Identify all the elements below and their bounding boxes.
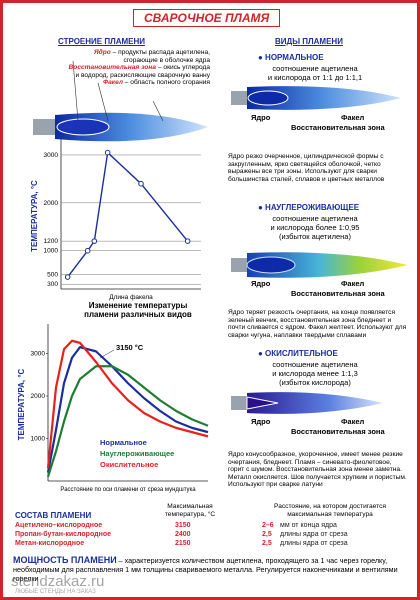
power-note: МОЩНОСТЬ ПЛАМЕНИ – характеризуется колич… <box>13 555 408 584</box>
table-cell: длины ядра от среза <box>280 540 348 547</box>
table-title: СОСТАВ ПЛАМЕНИ <box>15 511 92 520</box>
y-tick-label: 500 <box>47 272 58 279</box>
drawing-layer: 300 500 1000 1200 2000 3000 ТЕМПЕРАТУРА, °С Дли… <box>17 60 408 493</box>
flame-label: Ядро <box>251 417 271 426</box>
type-name: ● НАУГЛЕРОЖИВАЮЩЕЕ <box>258 203 360 212</box>
data-point <box>138 180 144 187</box>
section-heading: ВИДЫ ПЛАМЕНИ <box>275 37 343 46</box>
watermark-slogan: ЛЮБЫЕ СТЕНДЫ НА ЗАКАЗ <box>15 589 96 595</box>
definition: – область полного сгорания <box>122 79 210 87</box>
structure-list: Ядро – продукты распада ацетилена, сгора… <box>65 49 210 87</box>
title: СВАРОЧНОЕ ПЛАМЯ <box>133 9 281 27</box>
flame-label: Факел <box>341 279 365 288</box>
series-line <box>46 365 209 478</box>
data-point <box>184 238 191 244</box>
type-subtitle: соотношение ацетилена <box>272 214 358 223</box>
structure-item: Восстановительная зона – окись углерода … <box>65 64 210 79</box>
flame-core <box>247 90 289 106</box>
type-subtitle: и кислорода более 1:0,95 <box>270 223 360 232</box>
nozzle <box>231 91 247 105</box>
y-tick-label: 1000 <box>44 248 59 255</box>
series-line <box>46 339 209 469</box>
y-axis-label: ТЕМПЕРАТУРА, °С <box>17 368 26 440</box>
structure-item: Ядро – продукты распада ацетилена, сгора… <box>65 49 210 64</box>
term: МОЩНОСТЬ ПЛАМЕНИ <box>13 555 117 565</box>
term: Ядро <box>93 49 111 56</box>
y-tick-label: 2000 <box>31 393 46 400</box>
watermark-site: stendzakaz.ru <box>11 573 105 590</box>
y-tick-label: 3000 <box>31 351 46 358</box>
type-description: Ядро теряет резкость очертания, на конце… <box>228 309 407 339</box>
type-subtitle: соотношение ацетилена <box>272 64 358 73</box>
flame-label: Факел <box>341 417 365 426</box>
nozzle <box>231 258 247 272</box>
flame-label: Восстановительная зона <box>291 289 385 298</box>
y-tick-label: 2000 <box>44 200 59 207</box>
flame-label: Восстановительная зона <box>291 427 385 436</box>
table-cell: 2–6 <box>262 522 274 529</box>
flame-core <box>56 118 110 136</box>
flame-core <box>246 256 296 274</box>
data-point <box>91 238 98 244</box>
type-subtitle: и кислорода менее 1:1,3 <box>272 369 358 378</box>
table-cell: 2,5 <box>262 540 272 547</box>
y-tick-label: 1200 <box>44 238 59 245</box>
flame-label: Восстановительная зона <box>291 123 385 132</box>
flame-core <box>246 396 279 410</box>
section-heading: СТРОЕНИЕ ПЛАМЕНИ <box>58 37 146 46</box>
flame-label: Ядро <box>251 113 271 122</box>
type-subtitle: (избыток ацетилена) <box>279 232 351 241</box>
data-point <box>84 247 91 254</box>
table-cell: длины ядра от среза <box>280 531 348 538</box>
table-cell: Метан-кислородное <box>15 540 85 547</box>
table-cell: 2,5 <box>262 531 272 538</box>
type-subtitle: и кислорода от 1:1 до 1:1,1 <box>267 73 363 82</box>
legend-entry: Окислительное <box>100 460 158 469</box>
table-cell: 3150 <box>175 522 191 529</box>
definition: – характеризуется количеством ацетилена,… <box>13 556 398 583</box>
type-description: Ядро конусообразное, укороченное, имеет … <box>228 451 407 489</box>
annotation: 3150 °С <box>116 343 144 352</box>
flame-label: Факел <box>341 113 365 122</box>
data-point <box>104 149 111 156</box>
y-tick-label: 3000 <box>44 152 59 159</box>
table-cell: 2150 <box>175 540 191 547</box>
legend-entry: Нормальное <box>100 438 147 447</box>
type-name: ● НОРМАЛЬНОЕ <box>258 53 324 62</box>
definition: – окись углерода и водород, раскисляющие… <box>75 64 210 79</box>
series-line <box>67 151 189 278</box>
y-axis-label: ТЕМПЕРАТУРА, °С <box>30 180 39 252</box>
x-axis-label: Длина факела <box>109 294 153 301</box>
column-header: Расстояние, на котором достигается макси… <box>274 503 386 518</box>
type-description: Ядро резко очерченное, цилиндрической фо… <box>228 153 385 183</box>
table-cell: мм от конца ядра <box>280 522 337 529</box>
table-cell: Ацетилено–кислородное <box>15 522 103 529</box>
column-header: Максимальная температура, °С <box>164 503 216 518</box>
term: Факел <box>102 79 123 87</box>
nozzle <box>231 396 247 410</box>
flame-label: Ядро <box>251 279 271 288</box>
type-subtitle: (избыток кислорода) <box>279 378 351 387</box>
structure-item: Факел – область полного сгорания <box>65 79 210 87</box>
chart-title: Изменение температуры пламени различных … <box>84 301 192 319</box>
data-point <box>64 274 71 280</box>
pointer <box>97 82 109 122</box>
table-cell: 2400 <box>175 531 191 538</box>
nozzle <box>33 119 55 135</box>
flame <box>247 86 401 110</box>
type-subtitle: соотношение ацетилена <box>272 360 358 369</box>
y-tick-label: 300 <box>47 281 58 288</box>
legend-entry: Науглероживающее <box>100 449 174 458</box>
pointer <box>72 60 79 122</box>
y-tick-label: 1000 <box>31 436 46 443</box>
annotation-leader <box>99 349 115 359</box>
type-name: ● ОКИСЛИТЕЛЬНОЕ <box>258 349 338 358</box>
definition: – продукты распада ацетилена, сгорающие … <box>110 49 210 64</box>
flame <box>247 392 383 414</box>
table-cell: Пропан-бутан-кислородное <box>15 531 111 538</box>
x-axis-label: Расстояние по оси пламени от среза мундш… <box>60 487 196 493</box>
term: Восстановительная зона <box>68 64 157 72</box>
pointer <box>152 100 164 122</box>
